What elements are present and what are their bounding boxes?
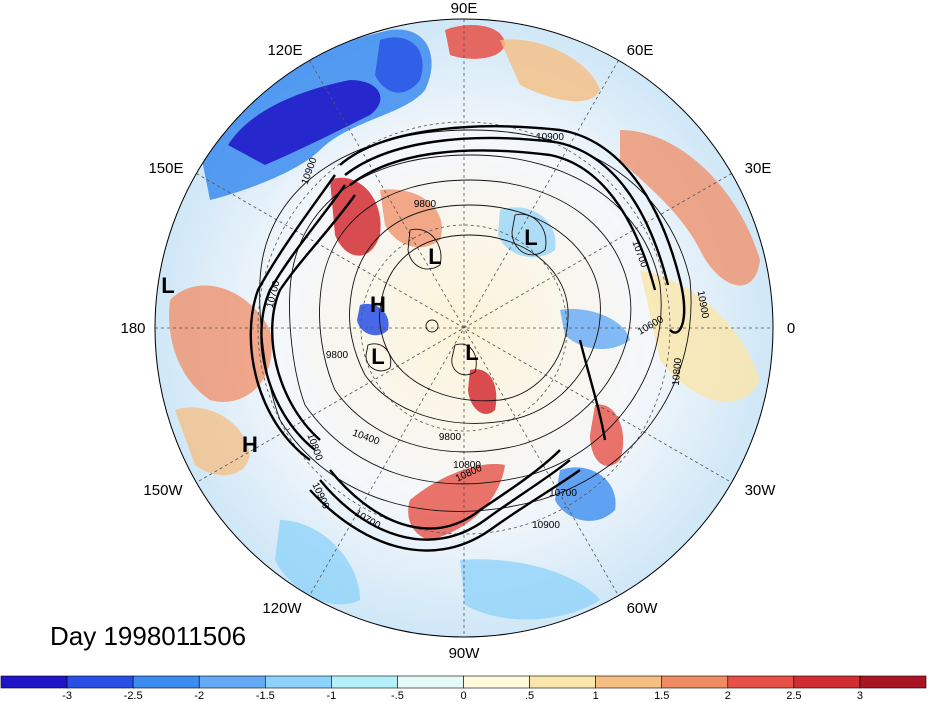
- pressure-centers: L L L H L L H: [161, 225, 537, 457]
- high-center-pacific: H: [242, 432, 258, 457]
- low-center-beaufort: L: [371, 344, 384, 369]
- height-contours: [259, 129, 692, 512]
- colorbar-tick-label: -2: [194, 690, 204, 702]
- contour-label-10800-a: 10800: [671, 357, 684, 386]
- lon-label-30w: 30W: [745, 482, 777, 499]
- contour-label-9800-b: 9800: [326, 350, 349, 361]
- contour-label-10900-e: 10900: [532, 520, 560, 531]
- colorbar-box: [198, 675, 266, 689]
- jet-stream-contours: [249, 125, 686, 552]
- date-label: Day 1998011506: [50, 621, 246, 651]
- colorbar-box: [793, 675, 861, 689]
- anomaly-blob-red-arctic: [468, 369, 497, 414]
- colorbar-ticks: -3 -2.5 -2 -1.5 -1 -.5 0 .5 1 1.5 2 2.5 3: [62, 690, 863, 702]
- colorbar-tick-label: 1.5: [654, 690, 669, 702]
- anomaly-shading: [155, 19, 773, 637]
- anomaly-blob-orange-pacific: [169, 285, 272, 402]
- anomaly-blob-orange-pacific-s: [175, 407, 250, 476]
- contour-label-10900-c: 10900: [695, 290, 711, 320]
- anomaly-blob-blue-southwest: [275, 520, 360, 605]
- colorbar: -3 -2.5 -2 -1.5 -1 -.5 0 .5 1 1.5 2 2.5 3: [0, 675, 927, 702]
- colorbar-tick-label: -1: [326, 690, 336, 702]
- colorbar-box: [727, 675, 795, 689]
- anomaly-blob-deepblue-asia: [228, 80, 381, 165]
- low-center-dateline: L: [161, 273, 174, 298]
- colorbar-tick-label: -.5: [391, 690, 404, 702]
- contour-label-10900-a: 10900: [536, 132, 564, 143]
- lon-label-60e: 60E: [627, 42, 654, 59]
- lon-label-150w: 150W: [143, 482, 183, 499]
- colorbar-box: [397, 675, 464, 689]
- lon-label-150e: 150E: [148, 160, 183, 177]
- anomaly-blob-blue-south: [460, 559, 600, 620]
- longitude-labels: 90E 60E 30E 0 30W 60W 90W 120W 150W 180 …: [120, 0, 795, 662]
- lon-label-30e: 30E: [745, 160, 772, 177]
- contour-label-10800-d: 10800: [453, 460, 481, 471]
- disc-border: [154, 18, 774, 638]
- anomaly-blob-blue-scandinavia: [560, 309, 630, 350]
- contour-label-10700-d: 10700: [549, 488, 577, 499]
- contour-label-9800-c: 9800: [439, 432, 462, 443]
- lon-label-90e: 90E: [451, 0, 478, 17]
- colorbar-tick-label: .5: [525, 690, 534, 702]
- colorbar-box: [661, 675, 729, 689]
- high-center-alaska: H: [370, 292, 386, 317]
- anomaly-blob-tan-east: [640, 270, 760, 402]
- lon-label-120w: 120W: [262, 600, 302, 617]
- lon-label-90w: 90W: [449, 645, 481, 662]
- colorbar-box: [859, 675, 927, 689]
- colorbar-box: [132, 675, 200, 689]
- colorbar-tick-label: 1: [593, 690, 599, 702]
- anomaly-blob-orange-east: [620, 130, 760, 286]
- contour-label-9800-a: 9800: [414, 199, 437, 210]
- anomaly-blob-red-kamchatka: [330, 177, 381, 256]
- lon-label-60w: 60W: [627, 600, 659, 617]
- colorbar-tick-label: -2.5: [124, 690, 143, 702]
- anomaly-blob-blue-siberia-n: [375, 37, 423, 93]
- colorbar-box: [264, 675, 332, 689]
- anomaly-blob-orange-top: [500, 39, 600, 102]
- colorbar-tick-label: 2.5: [786, 690, 801, 702]
- colorbar-box: [66, 675, 134, 689]
- colorbar-box: [529, 675, 596, 689]
- low-center-baffin: L: [465, 340, 478, 365]
- low-center-siberia: L: [428, 244, 441, 269]
- low-center-europe: L: [524, 225, 537, 250]
- colorbar-tick-label: 3: [857, 690, 863, 702]
- colorbar-box: [463, 675, 530, 689]
- lon-label-120e: 120E: [267, 42, 302, 59]
- colorbar-tick-label: 0: [460, 690, 466, 702]
- anomaly-blob-orange-kamchatka: [380, 189, 442, 248]
- colorbar-box: [331, 675, 398, 689]
- colorbar-tick-label: 2: [725, 690, 731, 702]
- colorbar-tick-label: -3: [62, 690, 72, 702]
- anomaly-blob-red-top: [445, 25, 505, 59]
- colorbar-boxes: [0, 675, 927, 689]
- colorbar-tick-label: -1.5: [256, 690, 275, 702]
- anomaly-blob-red-atlantic: [590, 404, 624, 466]
- lon-label-180: 180: [120, 320, 145, 337]
- colorbar-box: [595, 675, 663, 689]
- map-disc: [154, 18, 774, 638]
- lon-label-0: 0: [787, 320, 795, 337]
- colorbar-box: [0, 675, 68, 689]
